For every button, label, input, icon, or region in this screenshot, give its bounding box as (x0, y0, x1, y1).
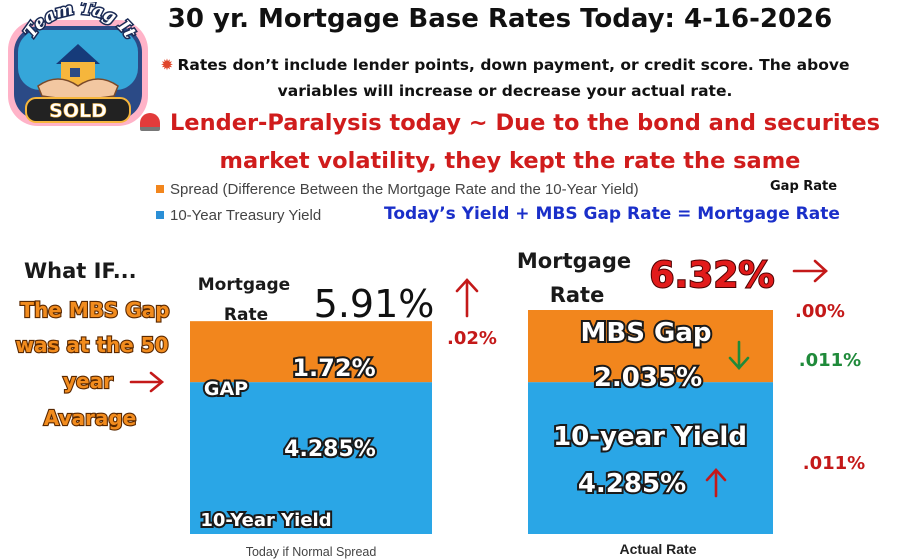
right-arrow-icon (794, 261, 826, 281)
bar-normal-yield-label: 4.285% (284, 437, 376, 462)
bar-actual-gap-label: 2.035% (594, 363, 702, 393)
alert-text: Lender-Paralysis today ~ Due to the bond… (170, 110, 880, 174)
legend-label-spread: Spread (Difference Between the Mortgage … (170, 181, 639, 198)
stacked-rate-chart: What IF... The MBS Gap was at the 50 yea… (0, 240, 900, 560)
bar-normal-gap-label: 1.72% (292, 354, 375, 382)
what-if-heading: What IF... (24, 259, 137, 283)
siren-icon (140, 113, 160, 131)
bar-normal-rate-change: .02% (447, 328, 497, 349)
bar-actual-yield-label: 4.285% (578, 469, 686, 499)
bar-normal-rate-title-1: Mortgage (198, 275, 290, 295)
legend-swatch-spread (156, 185, 164, 193)
legend-swatch-yield (156, 211, 164, 219)
legend-gap-rate: Gap Rate (770, 179, 837, 194)
legend-item-yield: 10-Year Treasury Yield (156, 207, 321, 224)
legend-item-spread: Spread (Difference Between the Mortgage … (156, 181, 639, 198)
bar-actual-yield-segment (528, 382, 773, 534)
page-title: 30 yr. Mortgage Base Rates Today: 4-16-2… (130, 4, 870, 34)
disclaimer-note: ✹ Rates don’t include lender points, down… (150, 52, 860, 104)
bar-actual-yield-change: .011% (803, 453, 865, 474)
bar-actual-yield-title: 10-year Yield (553, 422, 747, 452)
rate-formula: Today’s Yield + MBS Gap Rate = Mortgage … (384, 204, 840, 224)
logo-sold-text: SOLD (49, 100, 107, 122)
bar-actual-rate-title-2: Rate (550, 283, 605, 307)
bar-normal-base-label: 10-Year Yield (200, 510, 331, 531)
bar-actual-gap-change: .011% (799, 350, 861, 371)
what-if-line-2: was at the 50 (15, 333, 168, 357)
up-arrow-icon (457, 280, 477, 316)
bar-actual-gap-title: MBS Gap (581, 318, 712, 348)
what-if-line-4: Avarage (44, 406, 137, 430)
right-arrow-icon (131, 373, 162, 391)
bar-actual-rate-title-1: Mortgage (517, 249, 631, 273)
bar-normal-rate-title-2: Rate (224, 305, 268, 325)
what-if-line-1: The MBS Gap (20, 298, 169, 322)
x-category-label-1: Today if Normal Spread (246, 545, 377, 559)
bar-actual-rate: 6.32% (650, 255, 775, 296)
what-if-line-3: year (63, 369, 113, 393)
legend-label-yield: 10-Year Treasury Yield (170, 207, 321, 224)
bar-normal-rate: 5.91% (314, 282, 435, 326)
bar-actual-rate-change: .00% (795, 301, 845, 322)
spark-icon: ✹ (161, 56, 174, 74)
x-category-label-2: Actual Rate (619, 541, 696, 557)
disclaimer-text: Rates don’t include lender points, down … (178, 56, 850, 100)
bar-normal-gap-side: GAP (204, 378, 248, 400)
alert-banner: Lender-Paralysis today ~ Due to the bond… (120, 104, 900, 180)
